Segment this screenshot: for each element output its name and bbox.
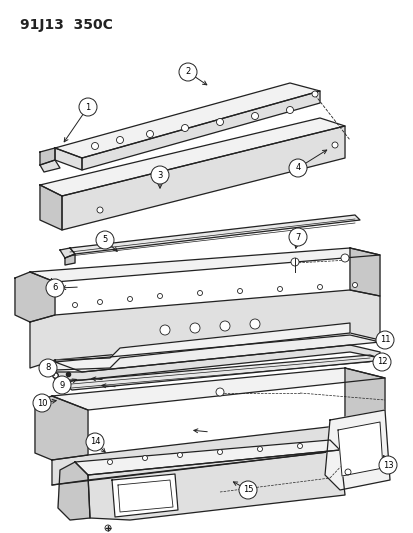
Circle shape — [46, 279, 64, 297]
Circle shape — [288, 159, 306, 177]
Circle shape — [238, 481, 256, 499]
Text: 6: 6 — [52, 284, 57, 293]
Circle shape — [116, 136, 123, 143]
Circle shape — [127, 296, 132, 302]
Circle shape — [237, 288, 242, 294]
Circle shape — [331, 142, 337, 148]
Circle shape — [142, 456, 147, 461]
Circle shape — [375, 331, 393, 349]
Circle shape — [216, 388, 223, 396]
Polygon shape — [40, 118, 344, 196]
Polygon shape — [65, 254, 75, 265]
Text: 2: 2 — [185, 68, 190, 77]
Circle shape — [72, 303, 77, 308]
Text: 11: 11 — [379, 335, 389, 344]
Polygon shape — [349, 248, 379, 296]
Circle shape — [340, 254, 348, 262]
Circle shape — [97, 300, 102, 304]
Text: 7: 7 — [294, 232, 300, 241]
Circle shape — [351, 282, 357, 287]
Circle shape — [277, 287, 282, 292]
Polygon shape — [60, 248, 75, 258]
Circle shape — [197, 290, 202, 295]
Polygon shape — [40, 160, 60, 172]
Circle shape — [157, 294, 162, 298]
Polygon shape — [40, 148, 55, 165]
Text: 9: 9 — [59, 381, 64, 390]
Circle shape — [344, 469, 350, 475]
Polygon shape — [35, 396, 88, 460]
Circle shape — [181, 125, 188, 132]
Circle shape — [372, 353, 390, 371]
Polygon shape — [55, 345, 379, 380]
Circle shape — [33, 394, 51, 412]
Circle shape — [286, 107, 293, 114]
Circle shape — [53, 376, 71, 394]
Text: 5: 5 — [102, 236, 107, 245]
Circle shape — [39, 359, 57, 377]
Circle shape — [288, 228, 306, 246]
Circle shape — [91, 142, 98, 149]
Circle shape — [249, 319, 259, 329]
Circle shape — [257, 447, 262, 451]
Circle shape — [79, 98, 97, 116]
Polygon shape — [62, 126, 344, 230]
Circle shape — [86, 433, 104, 451]
Text: 91J13  350C: 91J13 350C — [20, 18, 113, 32]
Circle shape — [96, 231, 114, 249]
Circle shape — [146, 131, 153, 138]
Polygon shape — [30, 290, 379, 368]
Circle shape — [151, 166, 169, 184]
Circle shape — [216, 118, 223, 125]
Polygon shape — [82, 91, 319, 170]
Polygon shape — [324, 410, 389, 490]
Circle shape — [97, 207, 103, 213]
Text: 1: 1 — [85, 102, 90, 111]
Circle shape — [190, 323, 199, 333]
Text: 15: 15 — [242, 486, 253, 495]
Polygon shape — [30, 248, 379, 282]
Text: 4: 4 — [294, 164, 300, 173]
Polygon shape — [344, 368, 384, 435]
Polygon shape — [52, 368, 384, 410]
Polygon shape — [55, 335, 379, 372]
Polygon shape — [55, 323, 349, 370]
Circle shape — [178, 63, 197, 81]
Circle shape — [311, 91, 317, 97]
Circle shape — [290, 258, 298, 266]
Polygon shape — [70, 215, 359, 254]
Circle shape — [378, 456, 396, 474]
Text: 12: 12 — [376, 358, 386, 367]
Polygon shape — [118, 480, 173, 512]
Polygon shape — [40, 185, 62, 230]
Polygon shape — [75, 440, 339, 475]
Polygon shape — [112, 474, 178, 517]
Circle shape — [317, 285, 322, 289]
Polygon shape — [55, 148, 82, 170]
Circle shape — [107, 459, 112, 464]
Circle shape — [159, 325, 170, 335]
Text: 10: 10 — [37, 399, 47, 408]
Circle shape — [251, 112, 258, 119]
Polygon shape — [52, 425, 384, 485]
Text: 8: 8 — [45, 364, 50, 373]
Circle shape — [297, 443, 302, 448]
Text: 13: 13 — [382, 461, 392, 470]
Circle shape — [219, 321, 230, 331]
Text: 3: 3 — [157, 171, 162, 180]
Polygon shape — [55, 83, 319, 158]
Polygon shape — [337, 422, 382, 476]
Polygon shape — [15, 272, 55, 322]
Circle shape — [105, 525, 111, 531]
Text: 14: 14 — [90, 438, 100, 447]
Circle shape — [177, 453, 182, 457]
Polygon shape — [60, 355, 384, 390]
Polygon shape — [58, 462, 90, 520]
Circle shape — [217, 449, 222, 455]
Polygon shape — [88, 450, 344, 520]
